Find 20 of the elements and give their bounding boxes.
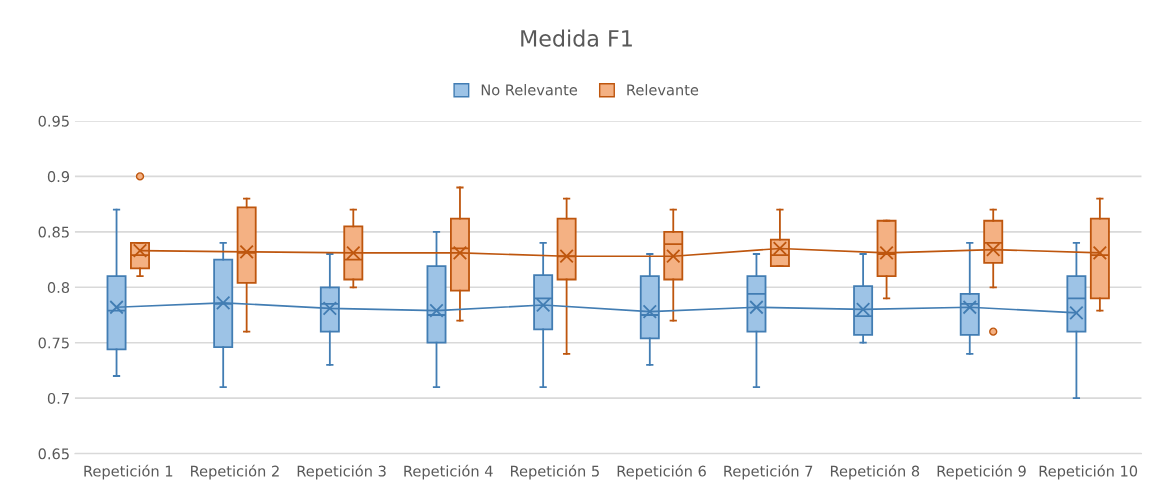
x-tick-label: Repetición 2 <box>191 464 279 480</box>
y-tick-label: 0.95 <box>38 115 69 127</box>
x-tick-label: Repetición 8 <box>830 464 920 480</box>
y-tick-label: 0.85 <box>38 226 69 238</box>
x-tick-label: Repetición 1 <box>84 464 173 480</box>
y-tick-label: 0.65 <box>38 448 69 460</box>
y-tick-label: 0.8 <box>47 282 70 294</box>
legend-label: Relevante <box>627 84 699 96</box>
x-tick-label: Repetición 9 <box>937 464 1026 480</box>
y-tick-label: 0.9 <box>47 171 70 183</box>
y-tick-label: 0.75 <box>38 337 69 349</box>
legend-label: No Relevante <box>481 84 578 96</box>
x-tick-label: Repetición 4 <box>404 464 493 480</box>
x-tick-label: Repetición 3 <box>297 464 386 480</box>
x-tick-label: Repetición 7 <box>724 464 813 480</box>
x-tick-label: Repetición 6 <box>617 464 706 480</box>
y-tick-label: 0.7 <box>47 392 69 404</box>
x-tick-label: Repetición 5 <box>511 464 599 480</box>
x-tick-label: Repetición 10 <box>1039 464 1138 480</box>
chart-title: Medida F1 <box>521 29 632 47</box>
